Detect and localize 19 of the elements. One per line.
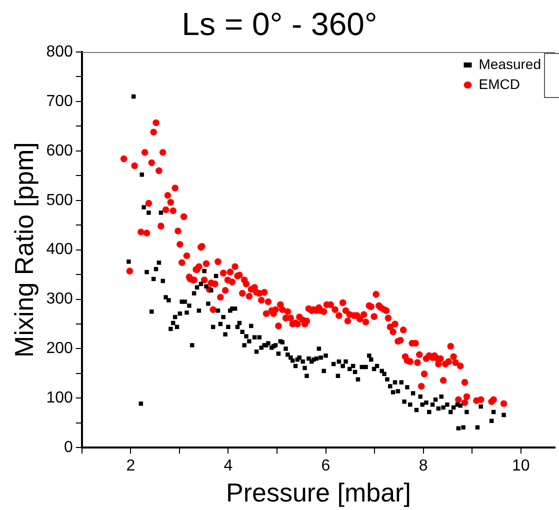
y-axis-title: Mixing Ratio [ppm] — [8, 142, 39, 358]
x-tick-label: 10 — [512, 458, 530, 475]
y-tick-label: 700 — [46, 92, 73, 110]
legend-label: EMCD — [478, 76, 520, 92]
y-tick-label: 0 — [64, 439, 73, 456]
x-axis-title: Pressure [mbar] — [226, 478, 411, 508]
x-tick-label: 6 — [321, 458, 330, 475]
legend-label: Measured — [478, 56, 542, 72]
y-tick-label: 800 — [46, 43, 73, 60]
y-tick-label: 400 — [46, 241, 73, 258]
y-tick-label: 100 — [46, 390, 73, 407]
x-tick-label: 4 — [224, 458, 233, 475]
y-tick-label: 200 — [46, 340, 73, 358]
x-tick-label: 8 — [418, 458, 428, 475]
y-tick-label: 500 — [46, 192, 73, 209]
x-tick-label: 2 — [126, 458, 136, 475]
chart-title: Ls = 0° - 360° — [180, 6, 378, 43]
y-tick-label: 600 — [46, 142, 73, 160]
y-tick-label: 300 — [46, 290, 73, 308]
